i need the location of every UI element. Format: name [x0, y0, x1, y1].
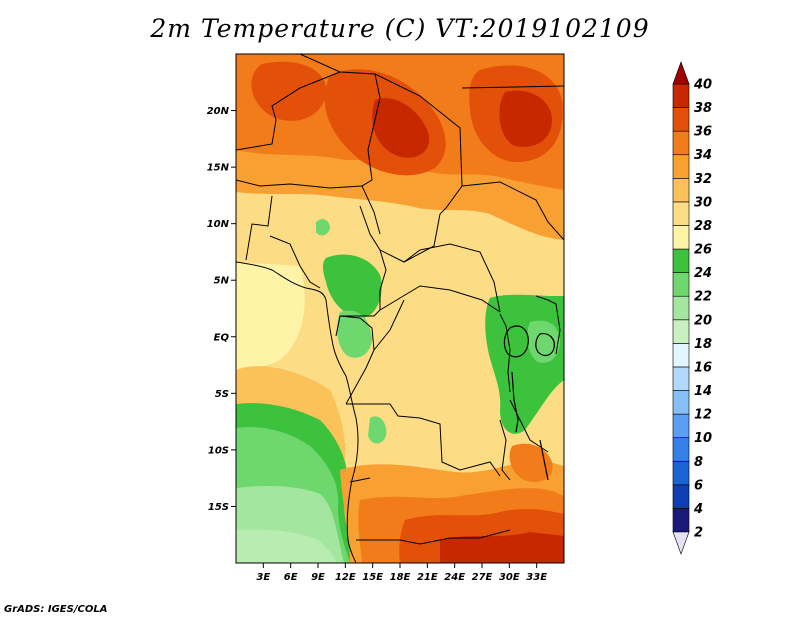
lat-tick-label: 15N	[207, 163, 230, 174]
colorbar-level-label: 22	[694, 290, 712, 305]
colorbar-level-label: 34	[694, 148, 712, 163]
colorbar-swatch	[672, 366, 690, 391]
lon-tick-label: 3E	[256, 572, 270, 583]
lat-tick-label: 10N	[207, 219, 230, 230]
lon-tick-label: 21E	[417, 572, 438, 583]
colorbar-swatch	[672, 107, 690, 132]
colorbar-level-label: 6	[694, 478, 703, 493]
colorbar-swatch	[672, 130, 690, 156]
colorbar-level-label: 26	[694, 243, 712, 258]
lon-tick-label: 27E	[472, 572, 493, 583]
lon-tick-label: 18E	[390, 572, 411, 583]
lon-tick-label: 33E	[526, 572, 547, 583]
colorbar-swatch	[672, 343, 690, 368]
colorbar-swatch	[672, 248, 690, 273]
colorbar-over-arrow	[672, 61, 690, 85]
colorbar-swatch	[672, 83, 690, 108]
lon-tick-label: 15E	[362, 572, 383, 583]
lat-tick-label: EQ	[214, 332, 230, 343]
colorbar-level-label: 4	[693, 502, 703, 517]
colorbar-level-label: 8	[694, 455, 703, 470]
colorbar-swatch	[672, 508, 690, 533]
colorbar-level-label: 2	[694, 526, 703, 541]
credit-text: GrADS: IGES/COLA	[4, 604, 108, 615]
colorbar-level-label: 38	[694, 101, 712, 116]
colorbar-swatch	[672, 390, 690, 415]
colorbar-swatch	[672, 225, 690, 250]
lat-tick-label: 5S	[215, 389, 229, 400]
country-borders	[236, 54, 564, 545]
lat-tick-label: 15S	[208, 502, 229, 513]
colorbar-level-label: 18	[694, 337, 712, 352]
colorbar-level-label: 20	[694, 313, 712, 328]
colorbar-level-label: 16	[694, 360, 712, 375]
lon-tick-label: 24E	[444, 572, 465, 583]
colorbar-swatch	[672, 178, 690, 203]
lon-tick-label: 12E	[335, 572, 356, 583]
colorbar-level-label: 36	[694, 125, 712, 140]
lakes	[503, 325, 555, 481]
colorbar-swatch	[672, 154, 690, 179]
lat-tick-label: 10S	[208, 445, 229, 456]
lon-tick-label: 6E	[284, 572, 298, 583]
colorbar-level-label: 24	[694, 266, 712, 281]
colorbar-swatch	[672, 272, 690, 297]
colorbar-level-label: 40	[693, 78, 712, 93]
colorbar-level-label: 10	[694, 431, 712, 446]
colorbar-swatch	[672, 413, 690, 438]
colorbar-swatch	[672, 295, 690, 321]
colorbar-level-label: 14	[694, 384, 712, 399]
lon-tick-label: 9E	[311, 572, 325, 583]
colorbar-swatch	[672, 319, 690, 344]
colorbar-level-label: 32	[694, 172, 712, 187]
map-title: 2m Temperature (C) VT:2019102109	[150, 14, 650, 43]
colorbar-swatch	[672, 201, 690, 226]
colorbar-swatch	[672, 437, 690, 462]
lon-tick-label: 30E	[499, 572, 520, 583]
colorbar-level-label: 12	[694, 408, 712, 423]
colorbar-under-arrow	[672, 531, 690, 555]
lat-tick-label: 5N	[214, 276, 230, 287]
latitude-axis: 20N 15N 10N 5N EQ 5S 10S 15S	[207, 106, 236, 513]
longitude-axis: 3E 6E 9E 12E 15E 18E 21E 24E 27E 30E 33E	[256, 563, 547, 583]
colorbar-swatch	[672, 484, 690, 509]
coastline	[236, 261, 359, 563]
colorbar-swatch	[672, 460, 690, 486]
colorbar-level-label: 30	[694, 195, 712, 210]
colorbar-level-label: 28	[694, 219, 712, 234]
lat-tick-label: 20N	[207, 106, 230, 117]
